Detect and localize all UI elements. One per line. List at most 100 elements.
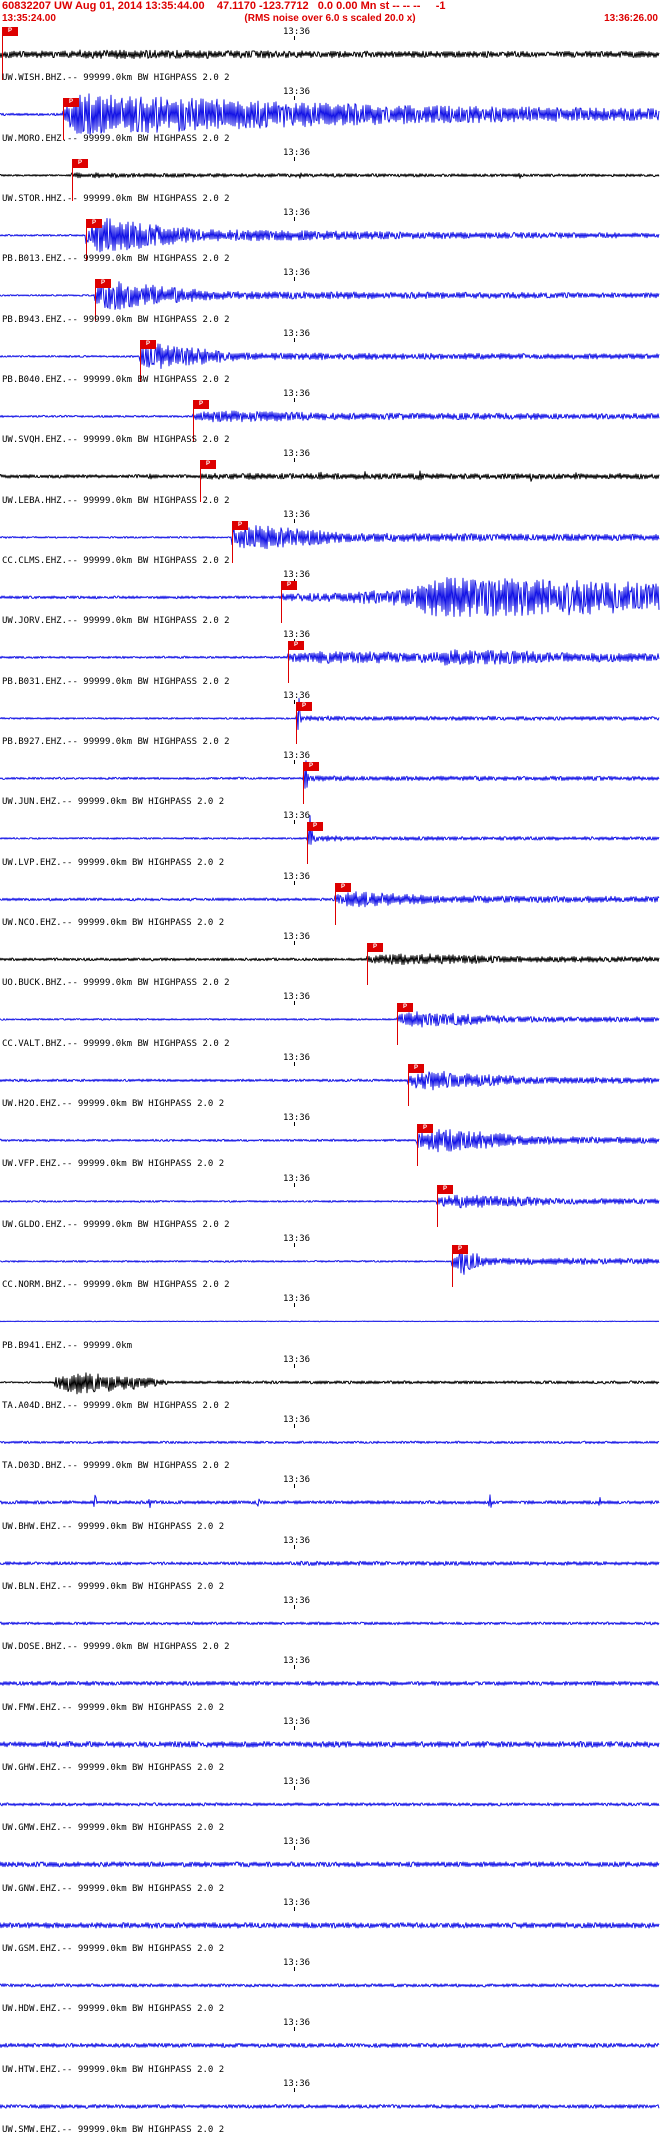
waveform-lvp[interactable] bbox=[0, 810, 660, 871]
trace-row-ghw: 13:36 UW.GHW.EHZ.-- 99999.0km BW HIGHPASS… bbox=[0, 1716, 660, 1776]
station-label: UW.GNW.EHZ.-- 99999.0km BW HIGHPASS 2.0 … bbox=[2, 1883, 225, 1894]
pick-flag[interactable]: P bbox=[397, 1003, 413, 1013]
station-label: TA.A04D.BHZ.-- 99999.0km BW HIGHPASS 2.0… bbox=[2, 1400, 230, 1411]
waveform-b013[interactable] bbox=[0, 207, 660, 268]
minute-tick-label: 13:36 bbox=[283, 630, 311, 641]
waveform-jorv[interactable] bbox=[0, 569, 660, 630]
time-window-line: 13:35:24.00 (RMS noise over 6.0 s scaled… bbox=[0, 13, 660, 25]
waveform-gmw[interactable] bbox=[0, 1776, 660, 1837]
trace-row-valt: 13:36 P CC.VALT.BHZ.-- 99999.0km BW HIGHPA… bbox=[0, 991, 660, 1051]
pick-flag[interactable]: P bbox=[367, 943, 383, 953]
pick-flag[interactable]: P bbox=[296, 701, 312, 711]
pick-line bbox=[397, 1003, 398, 1046]
pick-flag[interactable]: P bbox=[95, 279, 111, 289]
station-label: PB.B927.EHZ.-- 99999.0km BW HIGHPASS 2.0… bbox=[2, 737, 230, 748]
waveform-clms[interactable] bbox=[0, 509, 660, 570]
trace-row-lvp: 13:36 P UW.LVP.EHZ.-- 99999.0km BW HIGHPAS… bbox=[0, 810, 660, 870]
trace-row-smw: 13:36 UW.SMW.EHZ.-- 99999.0km BW HIGHPASS… bbox=[0, 2078, 660, 2138]
pick-line bbox=[417, 1124, 418, 1167]
waveform-stor[interactable] bbox=[0, 147, 660, 208]
waveform-gldo[interactable] bbox=[0, 1173, 660, 1234]
station-label: UW.GMW.EHZ.-- 99999.0km BW HIGHPASS 2.0 … bbox=[2, 1823, 225, 1834]
minute-tick-label: 13:36 bbox=[283, 811, 311, 822]
waveform-buck[interactable] bbox=[0, 931, 660, 992]
waveform-leba[interactable] bbox=[0, 448, 660, 509]
minute-tick-label: 13:36 bbox=[283, 1776, 311, 1787]
waveform-hdw[interactable] bbox=[0, 1957, 660, 2018]
trace-row-gmw: 13:36 UW.GMW.EHZ.-- 99999.0km BW HIGHPASS… bbox=[0, 1776, 660, 1836]
pick-line bbox=[2, 27, 3, 80]
minute-tick-label: 13:36 bbox=[283, 208, 311, 219]
waveform-fmw[interactable] bbox=[0, 1655, 660, 1716]
pick-flag[interactable]: P bbox=[193, 400, 209, 410]
pick-flag[interactable]: P bbox=[335, 882, 351, 892]
trace-row-nco: 13:36 P UW.NCO.EHZ.-- 99999.0km BW HIGHPAS… bbox=[0, 871, 660, 931]
waveform-nco[interactable] bbox=[0, 871, 660, 932]
waveform-svqh[interactable] bbox=[0, 388, 660, 449]
waveform-h2o[interactable] bbox=[0, 1052, 660, 1113]
waveform-smw[interactable] bbox=[0, 2078, 660, 2139]
station-label: CC.CLMS.EHZ.-- 99999.0km BW HIGHPASS 2.0… bbox=[2, 556, 230, 567]
pick-flag[interactable]: P bbox=[303, 762, 319, 772]
minute-tick-mark bbox=[294, 1061, 295, 1066]
pick-flag[interactable]: P bbox=[232, 520, 248, 530]
waveform-bln[interactable] bbox=[0, 1535, 660, 1596]
waveform-a04d[interactable] bbox=[0, 1354, 660, 1415]
pick-flag[interactable]: P bbox=[2, 27, 18, 36]
waveform-ghw[interactable] bbox=[0, 1716, 660, 1777]
waveform-moro[interactable] bbox=[0, 86, 660, 147]
pick-line bbox=[200, 460, 201, 503]
waveform-valt[interactable] bbox=[0, 991, 660, 1052]
station-label: UW.GHW.EHZ.-- 99999.0km BW HIGHPASS 2.0 … bbox=[2, 1762, 225, 1773]
minute-tick-mark bbox=[294, 1846, 295, 1851]
waveform-bhw[interactable] bbox=[0, 1474, 660, 1535]
scale-note: (RMS noise over 6.0 s scaled 20.0 x) bbox=[244, 13, 416, 24]
waveform-gsm[interactable] bbox=[0, 1897, 660, 1958]
station-label: UW.JORV.EHZ.-- 99999.0km BW HIGHPASS 2.0… bbox=[2, 616, 230, 627]
trace-row-leba: 13:36 P UW.LEBA.HHZ.-- 99999.0km BW HIGHPA… bbox=[0, 448, 660, 508]
station-label: UW.JUN.EHZ.-- 99999.0km BW HIGHPASS 2.0 … bbox=[2, 797, 225, 808]
pick-flag[interactable]: P bbox=[408, 1063, 424, 1073]
minute-tick-mark bbox=[294, 217, 295, 222]
trace-row-clms: 13:36 P CC.CLMS.EHZ.-- 99999.0km BW HIGHPA… bbox=[0, 509, 660, 569]
pick-flag[interactable]: P bbox=[307, 822, 323, 832]
trace-row-wish: 13:36 P UW.WISH.BHZ.-- 99999.0km BW HIGHPA… bbox=[0, 26, 660, 86]
minute-tick-mark bbox=[294, 96, 295, 101]
minute-tick-mark bbox=[294, 880, 295, 885]
pick-flag[interactable]: P bbox=[86, 219, 102, 229]
pick-flag[interactable]: P bbox=[417, 1124, 433, 1134]
minute-tick-mark bbox=[294, 1484, 295, 1489]
waveform-b927[interactable] bbox=[0, 690, 660, 751]
minute-tick-label: 13:36 bbox=[283, 1354, 311, 1365]
pick-flag[interactable]: P bbox=[72, 158, 88, 168]
waveform-dose[interactable] bbox=[0, 1595, 660, 1656]
trace-row-buck: 13:36 P UO.BUCK.BHZ.-- 99999.0km BW HIGHPA… bbox=[0, 931, 660, 991]
pick-line bbox=[288, 641, 289, 684]
waveform-b941[interactable] bbox=[0, 1293, 660, 1354]
trace-row-jun: 13:36 P UW.JUN.EHZ.-- 99999.0km BW HIGHPAS… bbox=[0, 750, 660, 810]
pick-flag[interactable]: P bbox=[281, 581, 297, 591]
waveform-b031[interactable] bbox=[0, 629, 660, 690]
minute-tick-mark bbox=[294, 2027, 295, 2032]
waveform-wish[interactable] bbox=[0, 26, 660, 87]
station-label: PB.B031.EHZ.-- 99999.0km BW HIGHPASS 2.0… bbox=[2, 676, 230, 687]
waveform-jun[interactable] bbox=[0, 750, 660, 811]
trace-row-moro: 13:36 P UW.MORO.EHZ.-- 99999.0km BW HIGHPA… bbox=[0, 86, 660, 146]
trace-row-jorv: 13:36 P UW.JORV.EHZ.-- 99999.0km BW HIGHPA… bbox=[0, 569, 660, 629]
pick-flag[interactable]: P bbox=[200, 460, 216, 470]
pick-flag[interactable]: P bbox=[140, 339, 156, 349]
pick-flag[interactable]: P bbox=[452, 1244, 468, 1254]
pick-flag[interactable]: P bbox=[63, 98, 79, 108]
waveform-vfp[interactable] bbox=[0, 1112, 660, 1173]
trace-row-gnw: 13:36 UW.GNW.EHZ.-- 99999.0km BW HIGHPASS… bbox=[0, 1836, 660, 1896]
pick-line bbox=[232, 520, 233, 563]
station-label: UW.BHW.EHZ.-- 99999.0km BW HIGHPASS 2.0 … bbox=[2, 1521, 225, 1532]
pick-flag[interactable]: P bbox=[437, 1184, 453, 1194]
waveform-b040[interactable] bbox=[0, 328, 660, 389]
waveform-d03d[interactable] bbox=[0, 1414, 660, 1475]
minute-tick-mark bbox=[294, 398, 295, 403]
waveform-gnw[interactable] bbox=[0, 1836, 660, 1897]
waveform-norm[interactable] bbox=[0, 1233, 660, 1294]
pick-flag[interactable]: P bbox=[288, 641, 304, 651]
waveform-htw[interactable] bbox=[0, 2017, 660, 2078]
